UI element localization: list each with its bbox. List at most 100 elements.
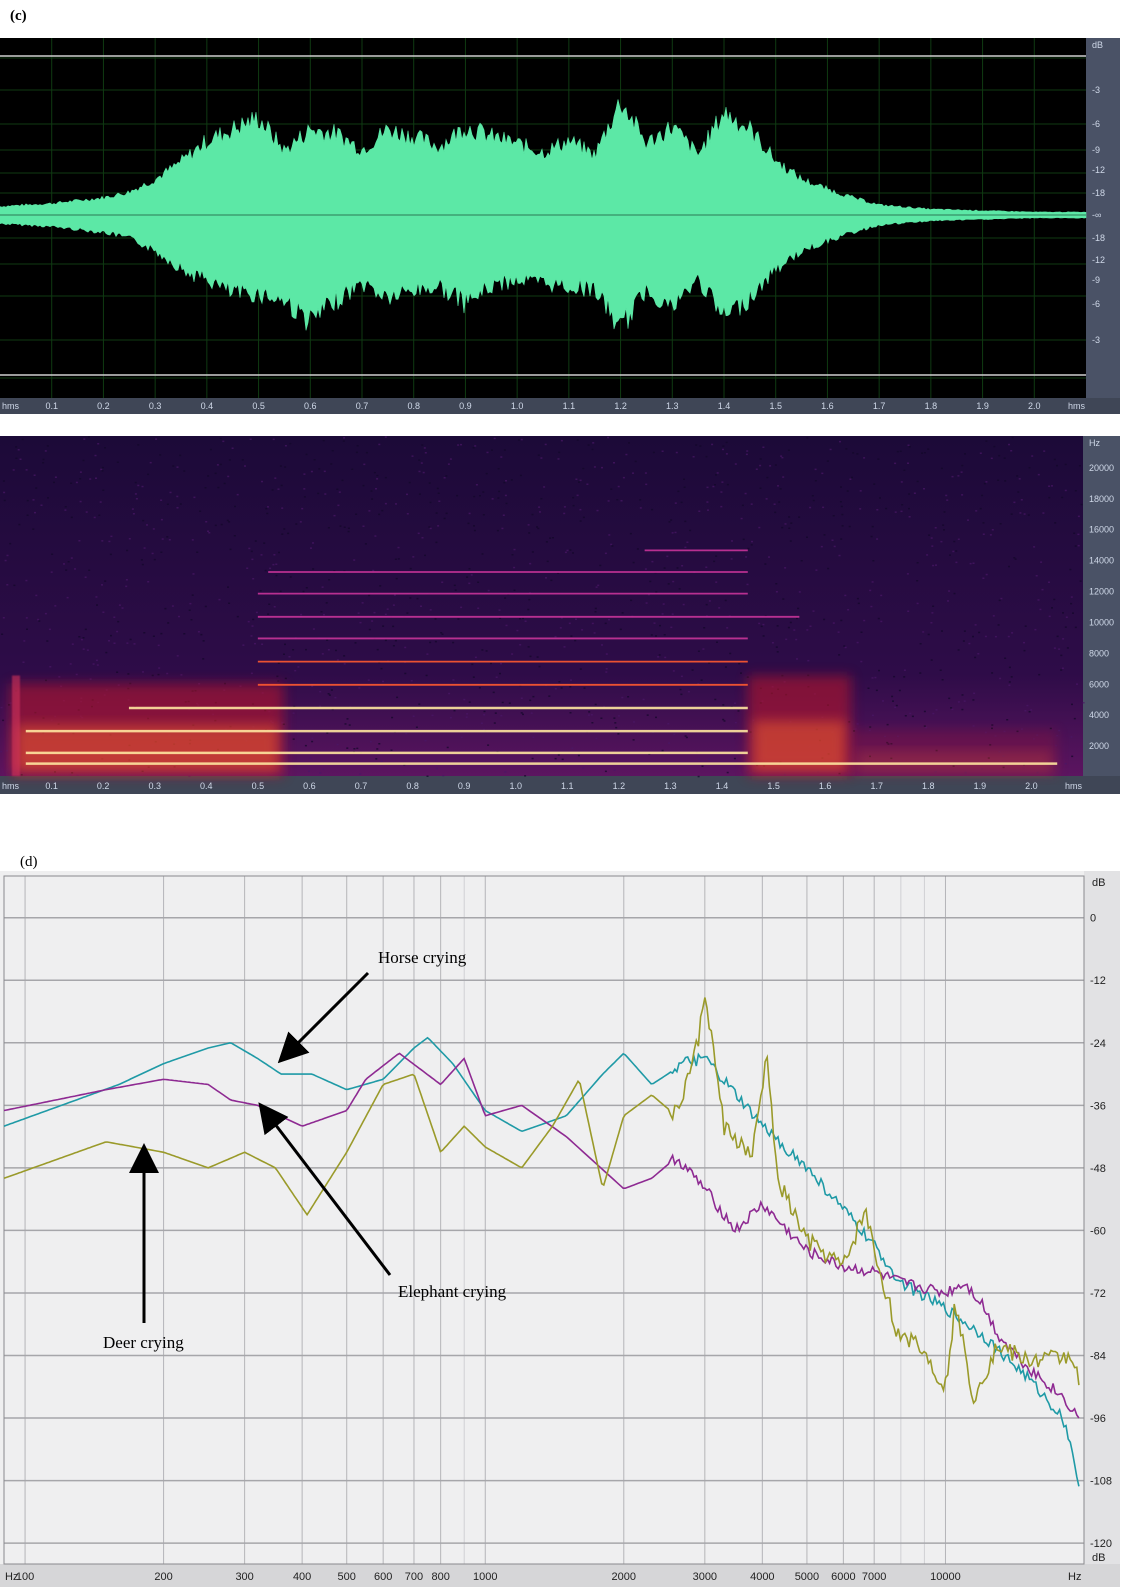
waveform-db-tick: -6 (1092, 119, 1100, 129)
spectrogram-time-tick: 0.6 (303, 781, 316, 791)
waveform-time-tick: 1.4 (718, 401, 731, 411)
frequency-response-chart: Horse crying Elephant crying Deer crying dB… (0, 871, 1120, 1587)
frequency-hz-tick: 700 (405, 1571, 423, 1583)
waveform-db-tick: -18 (1092, 188, 1105, 198)
spectrogram-hz-tick: 20000 (1089, 463, 1114, 473)
waveform-time-tick: 0.3 (149, 401, 162, 411)
spectrogram-time-tick: 0.3 (148, 781, 161, 791)
spectrogram-hz-unit: Hz (1089, 438, 1100, 448)
spectrogram-time-tick: 0.1 (45, 781, 58, 791)
waveform-time-tick: 1.3 (666, 401, 679, 411)
spectrogram-time-tick: 0.2 (97, 781, 110, 791)
spectrogram-hz-tick: 2000 (1089, 741, 1109, 751)
waveform-time-tick: 1.2 (614, 401, 627, 411)
frequency-hz-tick: 600 (374, 1571, 392, 1583)
waveform-db-tick: -∞ (1092, 210, 1101, 220)
frequency-hz-tick: 400 (293, 1571, 311, 1583)
spectrogram-time-tick: 0.7 (355, 781, 368, 791)
spectrogram-time-tick: 1.6 (819, 781, 832, 791)
spectrogram-time-tick: 1.2 (613, 781, 626, 791)
frequency-db-tick: -36 (1090, 1100, 1106, 1112)
spectrogram-time-tick: 1.5 (767, 781, 780, 791)
waveform-db-tick: -12 (1092, 165, 1105, 175)
spectrogram-time-tick: 2.0 (1025, 781, 1038, 791)
frequency-db-unit-bottom: dB (1092, 1552, 1105, 1564)
frequency-plot-frame (3, 875, 1085, 1565)
spectrogram-hz-tick: 8000 (1089, 648, 1109, 658)
frequency-hz-tick: 200 (154, 1571, 172, 1583)
frequency-db-tick: -72 (1090, 1288, 1106, 1300)
spectrogram-chart: Hz 2000 4000 6000 8000 10000 12000 14000 16000 18… (0, 436, 1120, 794)
spectrogram-hz-tick: 6000 (1089, 679, 1109, 689)
waveform-time-tick: 0.9 (459, 401, 472, 411)
spectrogram-time-unit-start: hms (2, 781, 20, 791)
waveform-time-tick: 0.1 (45, 401, 58, 411)
annotation-deer-crying: Deer crying (103, 1333, 184, 1352)
annotation-horse-crying: Horse crying (378, 948, 467, 967)
waveform-time-tick: 0.7 (356, 401, 369, 411)
spectrogram-time-tick: 1.1 (561, 781, 574, 791)
frequency-chart-background (0, 871, 1120, 1587)
frequency-db-tick: -120 (1090, 1538, 1112, 1550)
frequency-axis-band (0, 1564, 1120, 1587)
frequency-hz-tick: 7000 (862, 1571, 886, 1583)
waveform-chart: dB -3 -6 -9 -12 -18 -∞ -18 -12 -9 -6 -3 hms 0.1 0.2 0.3… (0, 38, 1120, 414)
waveform-time-unit-end: hms (1068, 401, 1086, 411)
waveform-db-tick: -3 (1092, 85, 1100, 95)
waveform-time-tick: 1.5 (769, 401, 782, 411)
frequency-hz-unit-start: Hz (5, 1571, 18, 1583)
annotation-arrow-horse (277, 971, 370, 1064)
frequency-hz-tick: 300 (235, 1571, 253, 1583)
spectrogram-time-tick: 0.4 (200, 781, 213, 791)
spectrogram-time-tick: 1.8 (922, 781, 935, 791)
frequency-hz-tick: 5000 (795, 1571, 819, 1583)
spectrogram-time-tick: 0.9 (458, 781, 471, 791)
spectrogram-time-tick: 1.4 (716, 781, 729, 791)
waveform-time-tick: 0.4 (201, 401, 214, 411)
series-line-horse-crying (3, 1036, 1080, 1487)
waveform-db-tick: -9 (1092, 145, 1100, 155)
frequency-hz-tick: 1000 (473, 1571, 497, 1583)
waveform-time-tick: 1.7 (873, 401, 886, 411)
annotation-elephant-crying: Elephant crying (398, 1282, 507, 1301)
spectrogram-hz-tick: 16000 (1089, 525, 1114, 535)
frequency-hz-tick: 6000 (831, 1571, 855, 1583)
frequency-hz-tick: 10000 (930, 1571, 961, 1583)
waveform-time-tick: 1.0 (511, 401, 524, 411)
waveform-time-unit-start: hms (2, 401, 20, 411)
waveform-time-tick: 1.6 (821, 401, 834, 411)
waveform-db-tick: -3 (1092, 335, 1100, 345)
frequency-db-tick: -60 (1090, 1225, 1106, 1237)
frequency-db-tick: -108 (1090, 1476, 1112, 1488)
series-line-elephant-crying (3, 1052, 1080, 1419)
waveform-time-tick: 0.5 (252, 401, 265, 411)
spectrogram-time-tick: 0.8 (406, 781, 419, 791)
frequency-db-ruler (1084, 871, 1120, 1587)
waveform-time-tick: 0.6 (304, 401, 317, 411)
waveform-db-tick: -6 (1092, 299, 1100, 309)
spectrogram-time-tick: 0.5 (252, 781, 265, 791)
spectrogram-hz-tick: 18000 (1089, 494, 1114, 504)
spectrogram-hz-tick: 14000 (1089, 556, 1114, 566)
spectrogram-frequency-ruler (1083, 436, 1120, 776)
frequency-db-tick: 0 (1090, 913, 1096, 925)
spectrogram-time-tick: 1.3 (664, 781, 677, 791)
frequency-hz-tick: 3000 (693, 1571, 717, 1583)
spectrogram-hz-tick: 10000 (1089, 617, 1114, 627)
waveform-db-tick: -12 (1092, 255, 1105, 265)
frequency-hz-unit-end: Hz (1068, 1571, 1081, 1583)
waveform-time-tick: 1.9 (976, 401, 989, 411)
waveform-time-tick: 2.0 (1028, 401, 1041, 411)
frequency-hz-tick: 4000 (750, 1571, 774, 1583)
waveform-db-unit: dB (1092, 40, 1103, 50)
frequency-db-tick: -96 (1090, 1413, 1106, 1425)
frequency-db-tick: -84 (1090, 1351, 1106, 1363)
waveform-time-axis (0, 398, 1120, 414)
frequency-hz-tick: 500 (338, 1571, 356, 1583)
spectrogram-hz-tick: 4000 (1089, 710, 1109, 720)
frequency-db-tick: -12 (1090, 975, 1106, 987)
series-line-deer-crying (3, 997, 1080, 1405)
waveform-time-tick: 1.1 (563, 401, 576, 411)
waveform-db-tick: -9 (1092, 275, 1100, 285)
spectrogram-time-tick: 1.7 (870, 781, 883, 791)
